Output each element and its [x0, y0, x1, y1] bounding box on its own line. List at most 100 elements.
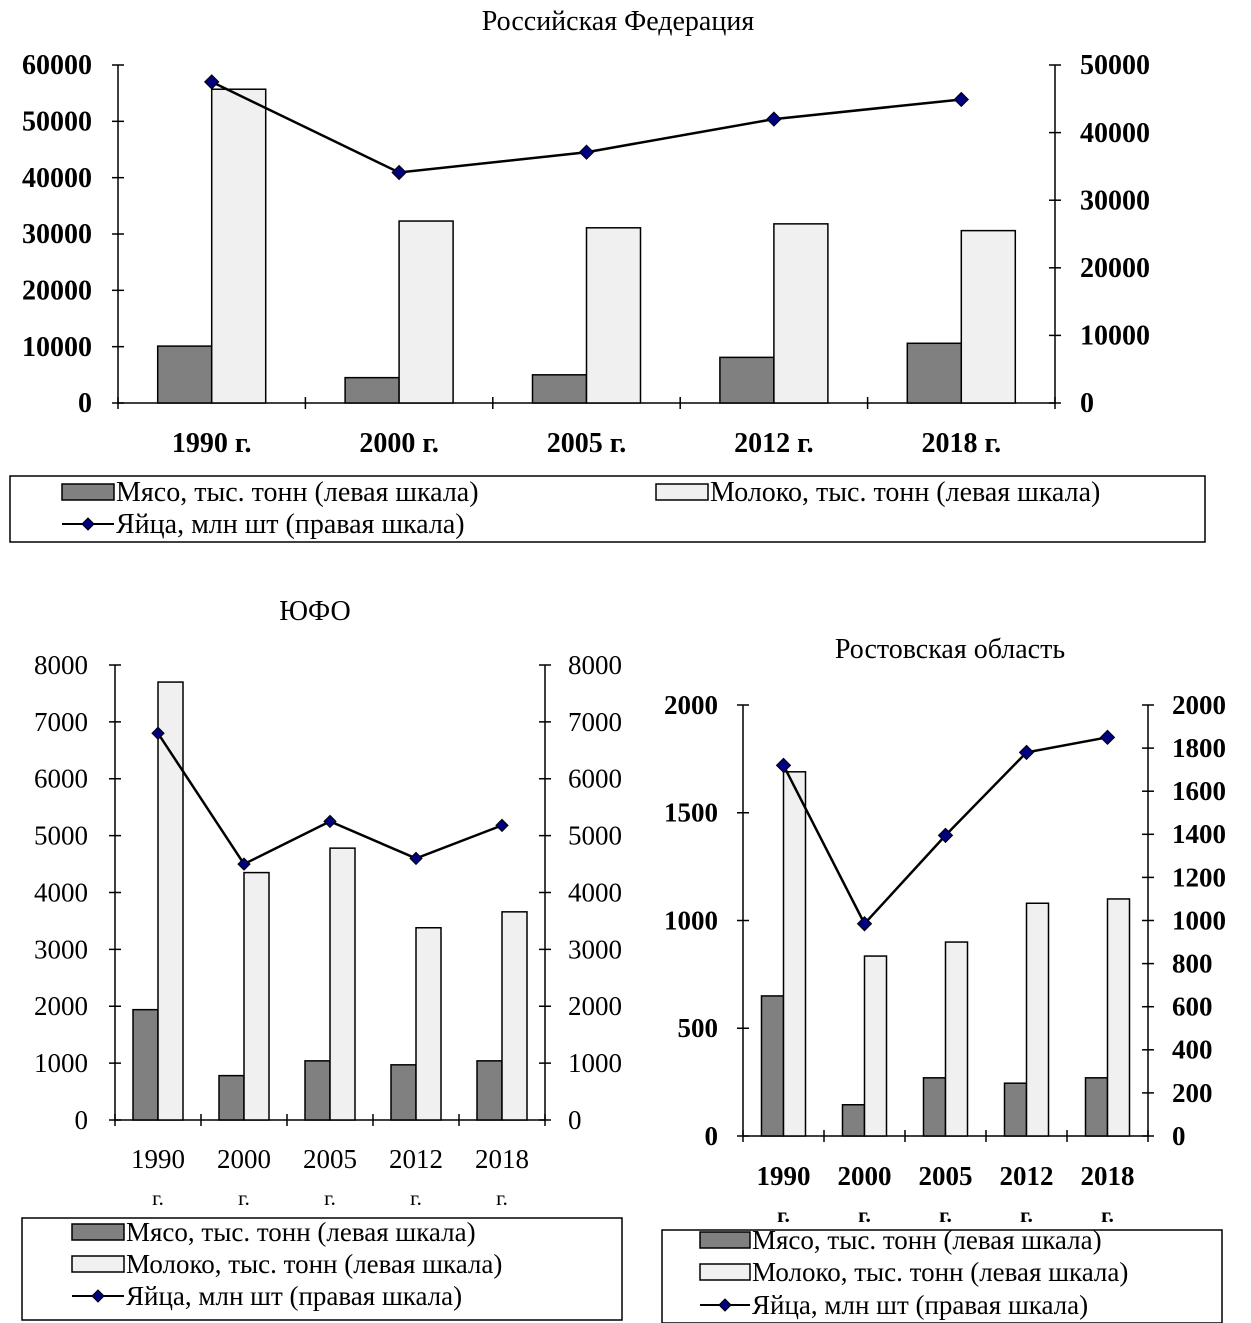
left-tick-label: 500 [678, 1013, 719, 1043]
right-tick-label: 0 [568, 1105, 582, 1135]
left-tick-label: 10000 [22, 332, 92, 363]
legend-label: Молоко, тыс. тонн (левая шкала) [126, 1249, 502, 1279]
right-tick-label: 4000 [568, 877, 622, 907]
left-tick-label: 40000 [22, 163, 92, 194]
chart-1: Российская Федерация 0 10000 20000 30000 4000… [9, 6, 1206, 543]
point-eggs [953, 91, 970, 108]
bar-meat [390, 1064, 417, 1121]
bar-meat [719, 356, 775, 404]
right-tick-label: 7000 [568, 707, 622, 737]
right-tick-label: 30000 [1080, 185, 1150, 216]
legend-label: Яйца, млн шт (правая шкала) [752, 1290, 1088, 1320]
bar-meat [922, 1077, 947, 1137]
x-tick-label: 1990 г. [131, 1144, 185, 1210]
point-eggs [766, 111, 782, 127]
bar-milk [960, 229, 1017, 404]
x-tick-label: 2000 г. [359, 428, 439, 459]
x-tick-label: 2005 г. [303, 1144, 357, 1210]
bar-meat [531, 374, 588, 404]
point-eggs [1018, 744, 1035, 761]
legend-label: Мясо, тыс. тонн (левая шкала) [116, 477, 479, 508]
x-tick-label: 2000 г. [217, 1144, 271, 1210]
right-tick-label: 8000 [568, 650, 622, 680]
point-eggs [578, 144, 595, 160]
point-eggs [203, 74, 220, 90]
bar-milk [782, 771, 807, 1137]
right-tick-label: 2000 [1172, 690, 1226, 720]
bar-meat [218, 1074, 245, 1121]
chart-3: Ростовская область 0 500 1000 1500 2000 0 200 40… [661, 634, 1226, 1323]
legend-label: Мясо, тыс. тонн (левая шкала) [126, 1217, 476, 1247]
bar-meat [132, 1008, 159, 1121]
x-tick-label: 2005 г. [919, 1161, 973, 1227]
x-tick-label: 2018 г. [1081, 1161, 1135, 1227]
bar-milk [157, 681, 184, 1121]
legend-swatch [655, 483, 709, 501]
point-eggs [1099, 729, 1116, 746]
right-tick-label: 1600 [1172, 776, 1226, 806]
right-tick-label: 20000 [1080, 253, 1150, 284]
bar-milk [863, 955, 888, 1137]
right-tick-label: 0 [1172, 1121, 1186, 1151]
right-tick-label: 6000 [568, 764, 622, 794]
left-tick-label: 2000 [34, 991, 88, 1021]
right-tick-label: 600 [1172, 992, 1213, 1022]
right-tick-label: 0 [1080, 388, 1094, 419]
bar-meat [841, 1104, 866, 1137]
legend-swatch [71, 1255, 125, 1273]
right-tick-label: 1200 [1172, 862, 1226, 892]
legend-swatch [61, 483, 115, 501]
point-eggs [856, 916, 873, 932]
x-tick-label: 2005 г. [547, 428, 627, 459]
legend-label: Яйца, млн шт (правая шкала) [126, 1281, 462, 1311]
left-tick-label: 0 [705, 1121, 719, 1151]
right-tick-label: 400 [1172, 1035, 1213, 1065]
bar-milk [398, 220, 454, 404]
left-tick-label: 5000 [34, 821, 88, 851]
x-tick-label: 1990 г. [172, 428, 252, 459]
x-tick-label: 2012 г. [734, 428, 814, 459]
bar-milk [585, 227, 642, 404]
bar-milk [1106, 898, 1131, 1137]
bar-meat [476, 1060, 503, 1121]
left-tick-label: 7000 [34, 707, 88, 737]
right-tick-label: 5000 [568, 821, 622, 851]
left-tick-label: 2000 [664, 690, 718, 720]
legend-box [9, 475, 1206, 543]
chart-title: ЮФО [279, 596, 350, 627]
point-eggs [409, 851, 423, 866]
left-tick-label: 60000 [22, 50, 92, 81]
x-tick-label: 2018 г. [475, 1144, 529, 1210]
bar-meat [304, 1060, 331, 1121]
bar-milk [210, 88, 267, 404]
right-tick-label: 2000 [568, 991, 622, 1021]
point-eggs [775, 757, 792, 774]
bar-meat [1003, 1082, 1028, 1137]
left-tick-label: 1500 [664, 798, 718, 828]
legend-label: Яйца, млн шт (правая шкала) [116, 509, 465, 540]
right-tick-label: 3000 [568, 934, 622, 964]
right-tick-label: 1000 [1172, 905, 1226, 935]
bar-milk [1025, 902, 1050, 1137]
left-tick-label: 1000 [34, 1048, 88, 1078]
right-tick-label: 50000 [1080, 50, 1150, 81]
point-eggs [151, 726, 165, 740]
point-eggs [937, 827, 954, 844]
right-tick-label: 1000 [568, 1048, 622, 1078]
legend-swatch [71, 1223, 125, 1241]
x-tick-label: 2018 г. [922, 428, 1002, 459]
bar-milk [944, 941, 969, 1137]
x-tick-label: 2012 г. [1000, 1161, 1054, 1227]
chart-2: ЮФО 0 1000 2000 3000 4000 5000 6000 7000 8000 0 100… [21, 596, 623, 1321]
legend-label: Молоко, тыс. тонн (левая шкала) [710, 477, 1100, 508]
line-eggs [156, 732, 503, 866]
left-tick-label: 0 [75, 1105, 89, 1135]
point-eggs [391, 164, 407, 181]
right-tick-label: 40000 [1080, 118, 1150, 149]
chart-title: Российская Федерация [482, 6, 755, 37]
chart-title: Ростовская область [835, 634, 1065, 665]
right-tick-label: 10000 [1080, 321, 1150, 352]
right-tick-label: 1400 [1172, 819, 1226, 849]
left-tick-label: 20000 [22, 276, 92, 307]
